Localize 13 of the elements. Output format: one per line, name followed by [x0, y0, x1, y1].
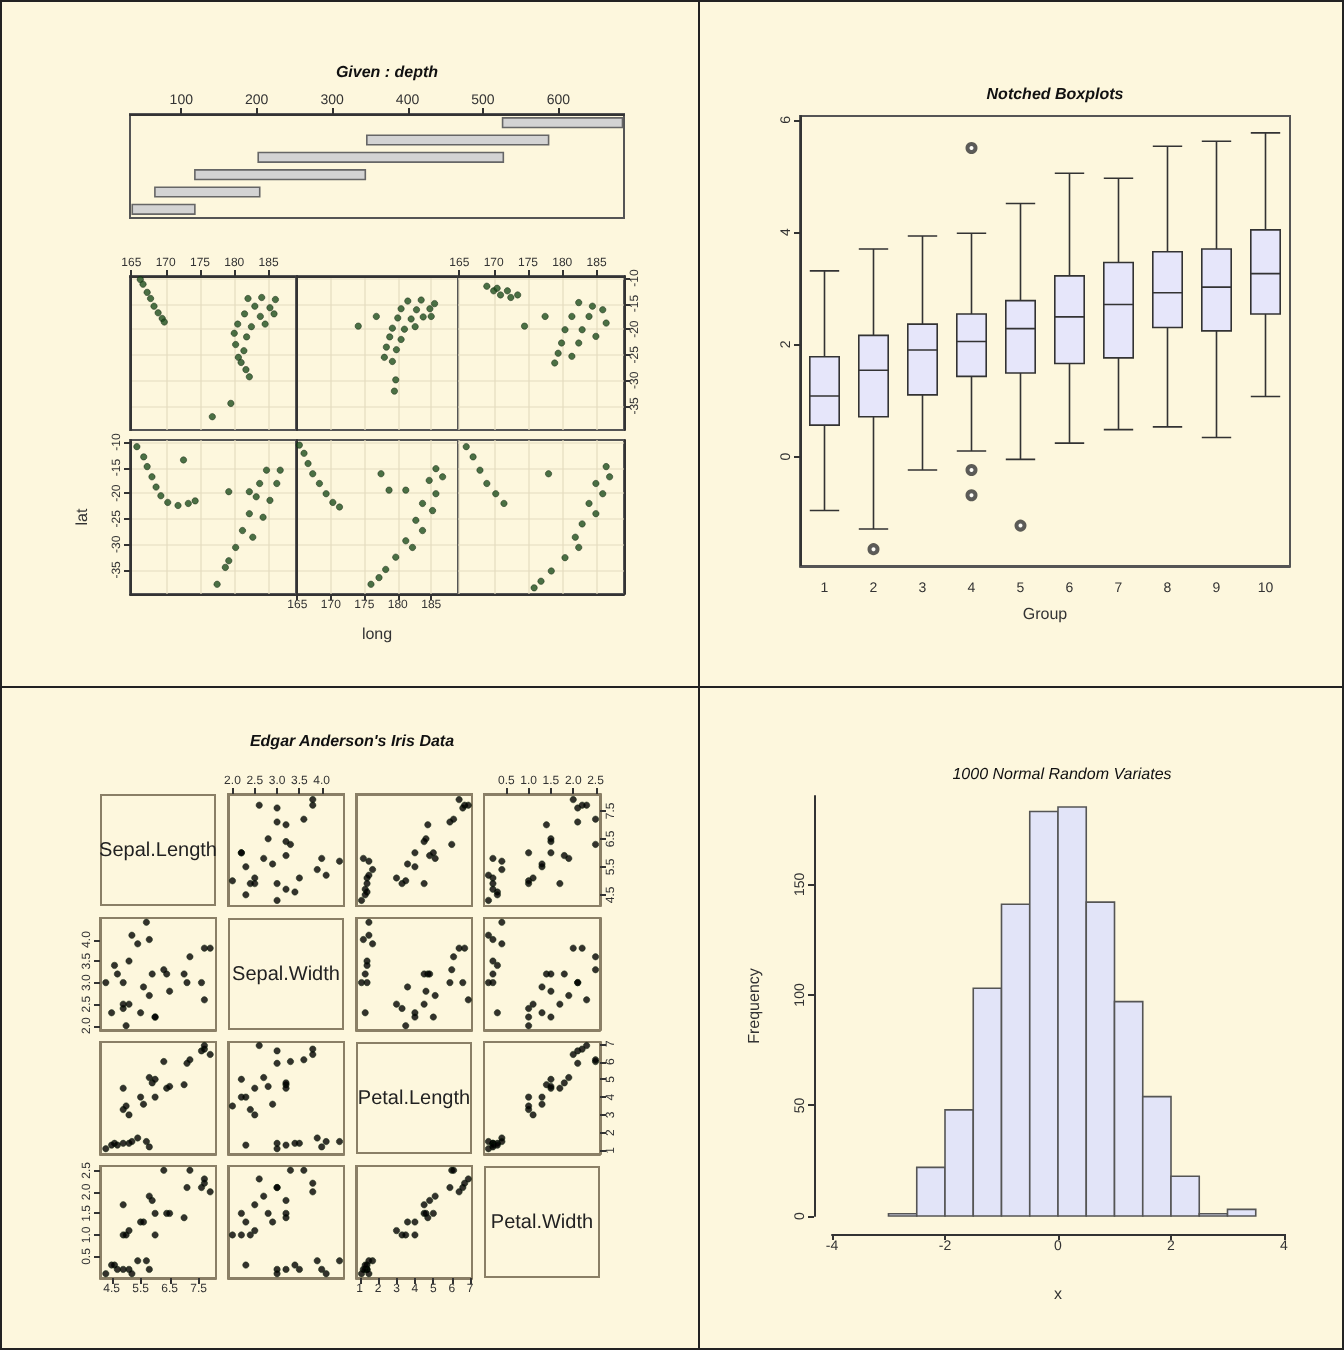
y-axis-title: Frequency [745, 968, 763, 1044]
x-axis-title: Group [1022, 605, 1069, 623]
y-axis-title: lat [73, 507, 91, 526]
text: Sepal.Length [99, 794, 217, 906]
chart-title: Given : depth [335, 63, 439, 81]
x-axis-title: long [361, 625, 393, 643]
x-axis-title: x [1054, 1285, 1062, 1303]
text: Petal.Length [356, 1042, 472, 1154]
text: Petal.Width [484, 1166, 600, 1278]
text: Sepal.Width [228, 918, 344, 1030]
chart-title: Notched Boxplots [986, 85, 1125, 103]
chart-title: 1000 Normal Random Variates [952, 765, 1172, 783]
text: Edgar Anderson's Iris Data [247, 732, 457, 754]
